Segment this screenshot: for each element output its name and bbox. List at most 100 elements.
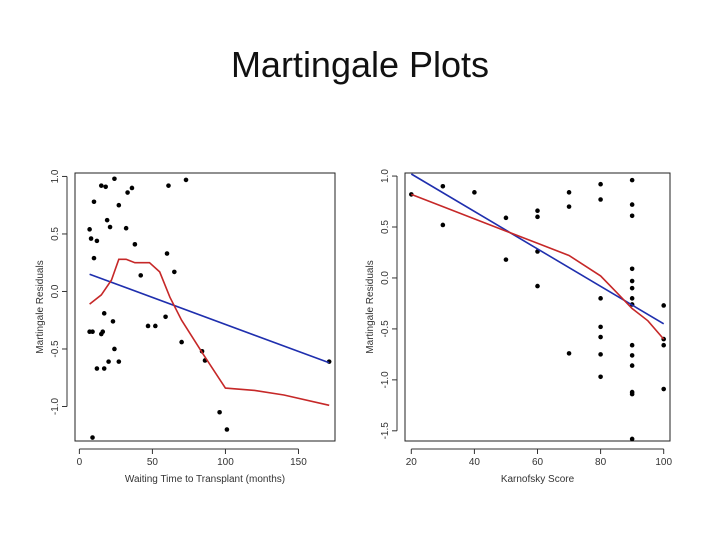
data-point <box>661 342 666 348</box>
data-point <box>87 227 92 232</box>
linear-fit-line <box>89 273 330 364</box>
linear-fit-line <box>410 173 665 325</box>
data-point <box>163 314 168 320</box>
data-point <box>566 351 572 356</box>
data-point <box>535 214 540 220</box>
data-point <box>598 352 603 357</box>
y-tick-label: -1.5 <box>380 422 391 440</box>
x-tick-label: 150 <box>290 457 307 468</box>
data-point <box>629 266 635 272</box>
y-tick-label: 0.0 <box>50 284 61 298</box>
data-point <box>535 208 540 214</box>
data-point <box>145 323 151 329</box>
x-tick-label: 20 <box>406 457 418 468</box>
data-point <box>440 222 446 228</box>
y-tick-label: 0.5 <box>50 227 61 241</box>
x-tick-label: 0 <box>77 457 83 468</box>
plot-frame <box>74 172 336 442</box>
data-point <box>104 217 110 223</box>
data-point <box>598 324 603 330</box>
data-point <box>94 238 100 244</box>
y-tick-label: -1.0 <box>50 397 61 415</box>
data-point <box>224 427 230 432</box>
karnofsky-residuals-plot: 20 40 60 80 100 Karnofsky Score -1.5 -1.0 -0.5 0.… <box>365 169 672 485</box>
data-point <box>91 255 97 261</box>
data-point <box>132 242 138 247</box>
x-tick-label: 100 <box>217 457 234 468</box>
data-point <box>598 374 603 380</box>
data-point <box>629 436 635 442</box>
data-point <box>503 257 509 262</box>
data-point <box>110 319 116 324</box>
x-tick-label: 40 <box>469 457 481 468</box>
data-point <box>217 409 222 415</box>
data-point <box>123 225 129 231</box>
data-point <box>661 303 666 308</box>
data-point <box>91 199 97 205</box>
y-tick-label: 0.0 <box>380 271 391 285</box>
data-point <box>116 359 122 364</box>
data-point <box>103 184 108 190</box>
data-point <box>101 311 107 316</box>
data-point <box>153 323 158 329</box>
data-point <box>125 190 130 195</box>
data-point <box>598 296 603 301</box>
y-axis-label: Martingale Residuals <box>365 260 376 353</box>
data-point <box>129 185 135 191</box>
data-point <box>629 213 635 219</box>
data-point <box>472 190 477 195</box>
y-tick-label: 1.0 <box>380 169 391 183</box>
data-point <box>629 202 635 207</box>
data-point <box>598 197 603 202</box>
data-point <box>107 224 113 230</box>
data-point <box>566 190 572 195</box>
y-tick-label: -1.0 <box>380 371 391 389</box>
data-point <box>629 363 635 368</box>
data-point <box>172 269 177 275</box>
x-axis-label: Karnofsky Score <box>501 474 575 485</box>
data-point <box>112 346 117 352</box>
data-point <box>166 183 171 188</box>
smoother-line <box>411 193 665 340</box>
y-tick-label: 1.0 <box>50 169 61 183</box>
data-point <box>101 366 107 371</box>
data-point <box>440 183 446 189</box>
y-tick-label: -0.5 <box>50 340 61 358</box>
y-tick-label: 0.5 <box>380 220 391 234</box>
smoother-line <box>89 258 330 407</box>
data-point <box>629 342 635 348</box>
x-tick-label: 100 <box>655 457 672 468</box>
data-point <box>629 285 635 291</box>
data-point <box>661 386 666 392</box>
data-point <box>88 236 94 241</box>
data-point <box>138 273 144 278</box>
data-point <box>106 359 111 364</box>
data-point <box>629 391 635 397</box>
data-point <box>116 202 122 208</box>
data-point <box>179 339 184 345</box>
y-tick-label: -0.5 <box>380 320 391 338</box>
plot-frame <box>404 172 671 442</box>
data-point <box>98 183 104 188</box>
data-point <box>629 296 635 301</box>
y-axis-label: Martingale Residuals <box>35 260 46 353</box>
x-axis-label: Waiting Time to Transplant (months) <box>125 474 285 485</box>
data-point <box>535 283 540 289</box>
data-point <box>90 435 95 440</box>
x-tick-label: 50 <box>147 457 159 468</box>
data-point <box>164 251 170 256</box>
waiting-time-residuals-plot: 0 50 100 150 Waiting Time to Transplant (mon… <box>35 169 336 485</box>
data-point <box>183 177 189 183</box>
data-point <box>503 215 509 221</box>
data-point <box>598 334 603 340</box>
data-point <box>629 177 635 183</box>
slide-title: Martingale Plots <box>230 44 490 85</box>
x-tick-label: 60 <box>532 457 544 468</box>
data-point <box>629 278 635 284</box>
data-point <box>90 329 95 335</box>
data-point <box>98 331 104 337</box>
data-point <box>112 176 117 182</box>
data-point <box>629 353 635 358</box>
data-point <box>94 366 100 371</box>
data-point <box>566 204 572 209</box>
